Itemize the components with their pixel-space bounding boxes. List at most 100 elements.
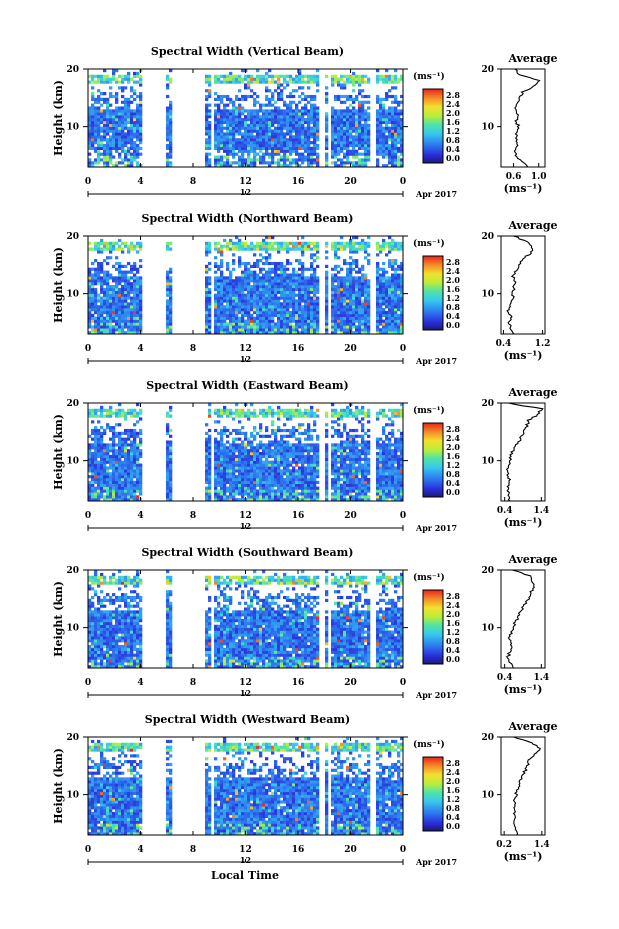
heatmap-cell (295, 305, 299, 309)
heatmap-cell (97, 495, 101, 499)
heatmap-cell (289, 299, 293, 303)
heatmap-cell (388, 250, 392, 254)
heatmap-cell (376, 129, 380, 133)
heatmap-cell (103, 276, 107, 280)
heatmap-cell (139, 285, 143, 289)
heatmap-cell (169, 443, 173, 447)
heatmap-cell (271, 308, 275, 312)
heatmap-cell (364, 132, 368, 136)
heatmap-cell (355, 261, 359, 266)
heatmap-cell (106, 126, 110, 130)
heatmap-cell (265, 135, 269, 139)
heatmap-cell (103, 287, 107, 292)
heatmap-cell (217, 77, 221, 81)
heatmap-cell (277, 287, 281, 292)
heatmap-cell (364, 316, 368, 320)
heatmap-cell (274, 305, 278, 309)
heatmap-cell (97, 480, 101, 484)
heatmap-cell (229, 290, 233, 294)
heatmap-cell (277, 94, 281, 99)
heatmap-cell (121, 454, 125, 459)
heatmap-cell (358, 290, 362, 294)
heatmap-cell (112, 132, 116, 136)
heatmap-cell (97, 146, 101, 150)
heatmap-cell (268, 247, 272, 251)
heatmap-cell (220, 431, 224, 435)
heatmap-cell (220, 411, 224, 415)
heatmap-cell (358, 100, 362, 104)
heatmap-cell (208, 112, 212, 116)
heatmap-cell (112, 264, 116, 268)
heatmap-cell (394, 285, 398, 289)
heatmap-cell (361, 143, 365, 148)
heatmap-cell (250, 480, 254, 484)
heatmap-cell (88, 161, 92, 165)
heatmap-cell (115, 267, 119, 271)
colorbar-tick-label: 2.4 (446, 266, 460, 276)
heatmap-cell (130, 322, 134, 326)
heatmap-cell (214, 486, 218, 490)
heatmap-cell (244, 83, 248, 87)
heatmap-cell (244, 302, 248, 306)
heatmap-cell (232, 472, 236, 476)
heatmap-cell (265, 123, 269, 127)
heatmap-cell (262, 126, 266, 130)
heatmap-cell (268, 138, 272, 142)
heatmap-cell (325, 164, 329, 168)
heatmap-cell (340, 279, 344, 283)
heatmap-cell (124, 120, 128, 125)
heatmap-cell (391, 305, 395, 309)
heatmap-cell (118, 118, 122, 122)
heatmap-cell (271, 276, 275, 280)
heatmap-cell (385, 152, 389, 156)
heatmap-cell (265, 293, 269, 297)
heatmap-cell (136, 483, 140, 487)
heatmap-cell (97, 129, 101, 133)
heatmap-cell (247, 132, 251, 136)
heatmap-cell (124, 480, 128, 484)
heatmap-cell (349, 152, 353, 156)
heatmap-cell (226, 328, 230, 332)
heatmap-cell (97, 420, 101, 424)
heatmap-cell (106, 118, 110, 122)
heatmap-cell (97, 261, 101, 266)
heatmap-cell (205, 285, 209, 289)
heatmap-cell (133, 279, 137, 283)
heatmap-cell (340, 316, 344, 320)
heatmap-cell (232, 138, 236, 142)
heatmap-cell (223, 492, 227, 496)
heatmap-cell (103, 138, 107, 142)
heatmap-cell (118, 161, 122, 165)
heatmap-cell (358, 141, 362, 145)
heatmap-cell (169, 454, 173, 459)
heatmap-cell (232, 259, 236, 263)
heatmap-cell (229, 241, 233, 245)
heatmap-cell (250, 276, 254, 280)
heatmap-cell (385, 316, 389, 320)
heatmap-cell (115, 123, 119, 127)
heatmap-cell (310, 158, 314, 162)
heatmap-cell (94, 486, 98, 490)
heatmap-cell (229, 319, 233, 323)
heatmap-cell (283, 296, 287, 300)
heatmap-cell (103, 316, 107, 320)
heatmap-cell (112, 293, 116, 297)
heatmap-cell (127, 261, 131, 266)
heatmap-cell (289, 158, 293, 162)
heatmap-cell (355, 112, 359, 116)
heatmap-cell (166, 94, 170, 99)
heatmap-cell (379, 310, 383, 315)
heatmap-cell (316, 152, 320, 156)
heatmap-cell (262, 331, 266, 335)
heatmap-cell (121, 469, 125, 473)
heatmap-cell (385, 97, 389, 101)
heatmap-cell (124, 164, 128, 168)
heatmap-cell (256, 328, 260, 332)
heatmap-cell (217, 155, 221, 159)
heatmap-cell (166, 161, 170, 165)
heatmap-cell (244, 443, 248, 447)
heatmap-cell (247, 282, 251, 286)
heatmap-cell (277, 83, 281, 87)
heatmap-cell (289, 106, 293, 110)
heatmap-cell (286, 83, 290, 87)
